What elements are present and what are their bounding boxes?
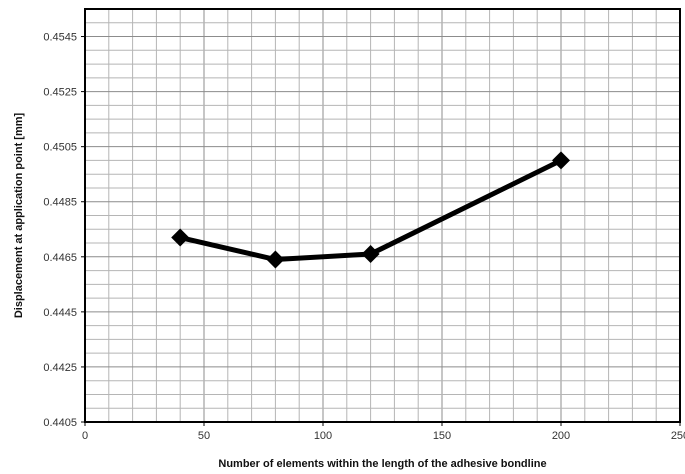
grid [85, 9, 680, 422]
y-axis-tick-label: 0.4405 [43, 417, 77, 429]
y-axis-tick-label: 0.4465 [43, 252, 77, 264]
y-axis-tick-label: 0.4525 [43, 87, 77, 99]
series-layer [171, 151, 570, 269]
y-axis-tick-label: 0.4545 [43, 32, 77, 44]
y-axis-tick-label: 0.4505 [43, 142, 77, 154]
x-axis-title: Number of elements within the length of … [218, 458, 546, 470]
x-axis-tick-label: 150 [433, 430, 451, 442]
data-point-marker [171, 228, 190, 247]
x-axis-tick-label: 50 [198, 430, 210, 442]
x-axis-tick-label: 250 [671, 430, 685, 442]
plot-area-frame [84, 8, 681, 423]
y-axis-title: Displacement at application point [mm] [13, 112, 25, 318]
y-axis: 0.4405 0.4425 0.4445 0.4465 0.4485 0.4505 0.45… [43, 32, 85, 429]
y-axis-tick-label: 0.4445 [43, 307, 77, 319]
data-point-marker [552, 151, 570, 170]
data-point-marker [361, 245, 380, 264]
series-line [177, 157, 564, 263]
data-point-marker [266, 250, 285, 269]
x-axis: 0 50 100 150 200 250 [82, 422, 685, 442]
y-axis-tick-label: 0.4425 [43, 362, 77, 374]
x-axis-tick-label: 0 [82, 430, 88, 442]
y-axis-tick-label: 0.4485 [43, 197, 77, 209]
x-axis-tick-label: 100 [314, 430, 332, 442]
x-axis-tick-label: 200 [552, 430, 570, 442]
